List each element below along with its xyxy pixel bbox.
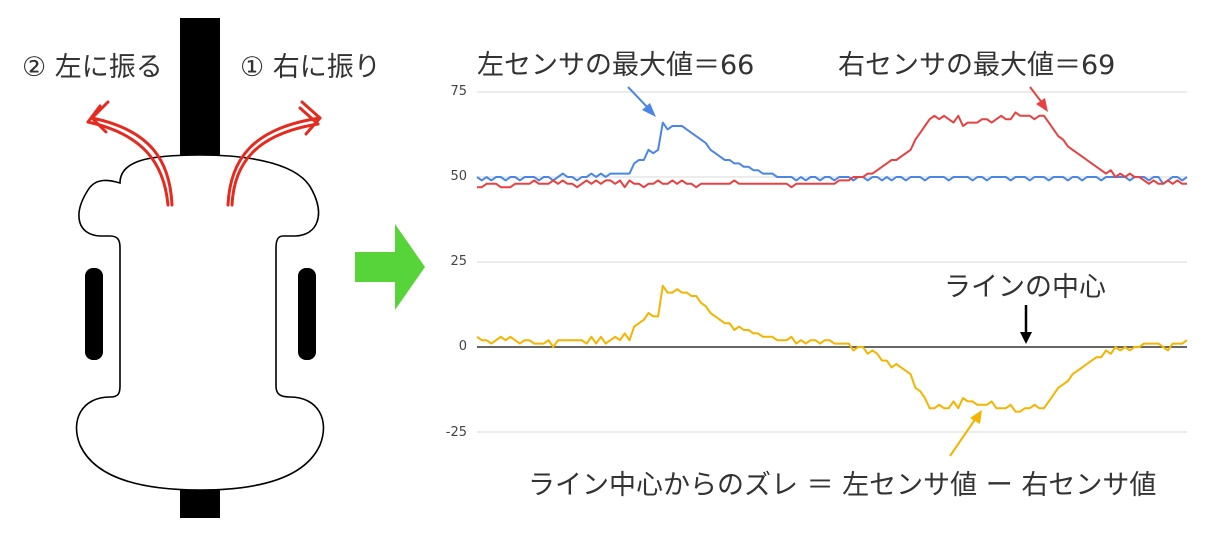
swing-right-arrow: [226, 100, 322, 207]
annotation-arrow-deviation: [949, 410, 982, 457]
left-wheel: [85, 268, 103, 360]
y-tick-label: 25: [450, 254, 467, 269]
robot-body: [75, 154, 325, 491]
right-sensor-line: [477, 111, 1187, 189]
chart-grid: [477, 91, 1187, 433]
annotation-line-center: ラインの中心: [944, 272, 1106, 303]
chart-series: [476, 111, 1188, 413]
label-swing-right: ① 右に振り: [240, 52, 381, 83]
annotation-arrow-right-max: [1029, 86, 1048, 112]
left-sensor-line: [476, 121, 1188, 185]
annotation-deviation: ライン中心からのズレ ＝ 左センサ値 ー 右センサ値: [528, 470, 1157, 501]
y-tick-label: 50: [450, 169, 467, 184]
deviation-line: [476, 284, 1188, 413]
green-right-arrow: [355, 224, 425, 310]
y-tick-label: 0: [458, 339, 467, 354]
y-tick-label: 75: [450, 84, 467, 99]
right-wheel: [298, 268, 316, 360]
annotation-right-max: 右センサの最大値＝69: [838, 50, 1116, 81]
label-swing-left: ② 左に振る: [22, 52, 163, 83]
y-tick-label: -25: [445, 425, 467, 440]
annotation-arrow-left-max: [627, 86, 656, 117]
annotation-arrow-line-center: [1020, 305, 1032, 344]
annotation-left-max: 左センサの最大値＝66: [477, 50, 755, 81]
swing-left-arrow: [86, 100, 174, 207]
